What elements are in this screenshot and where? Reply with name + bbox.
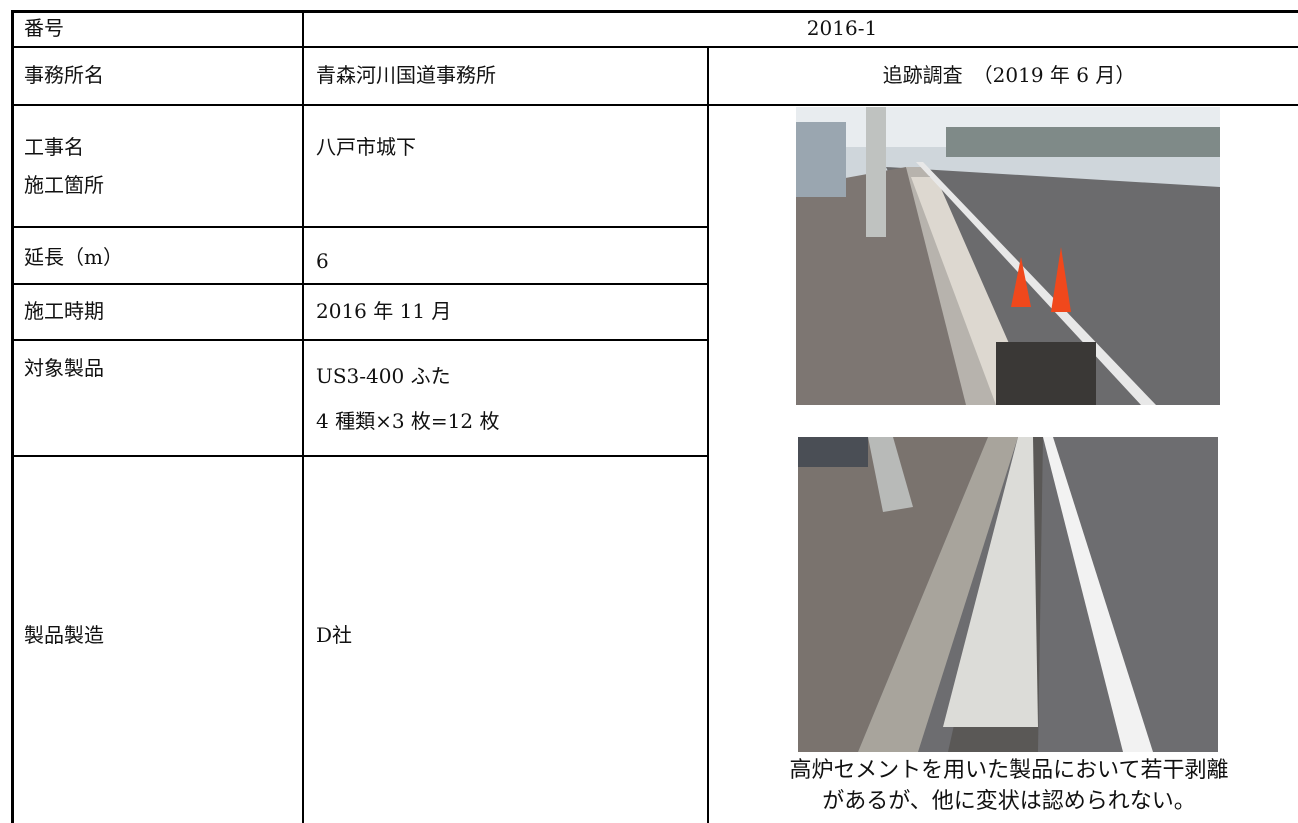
caption: 高炉セメントを用いた製品において若干剥離 <box>789 758 1229 783</box>
border <box>11 226 708 228</box>
label: 事務所名 <box>24 63 104 87</box>
border <box>11 339 708 341</box>
border <box>11 10 14 823</box>
value: US3-400 ふた <box>316 364 451 388</box>
value: 4 種類×3 枚=12 枚 <box>316 409 500 433</box>
photo <box>796 107 1220 405</box>
caption: があるが、他に変状は認められない。 <box>822 789 1196 814</box>
border <box>11 46 1298 48</box>
label: 施工時期 <box>24 299 104 323</box>
border <box>11 455 708 457</box>
label: 施工箇所 <box>24 173 104 197</box>
photo <box>798 437 1218 752</box>
value: 2016 年 11 月 <box>316 299 452 323</box>
label: 対象製品 <box>24 356 104 380</box>
label: 番号 <box>24 16 64 40</box>
value: 青森河川国道事務所 <box>316 63 496 87</box>
border <box>11 10 1298 13</box>
label: 延長（m） <box>24 245 123 269</box>
label: 製品製造 <box>24 623 104 647</box>
label: 工事名 <box>24 135 84 159</box>
border <box>707 46 709 823</box>
border <box>11 104 1298 106</box>
survey: 追跡調査 （2019 年 6 月） <box>882 63 1136 87</box>
number: 2016-1 <box>806 16 878 40</box>
value: 八戸市城下 <box>316 135 416 159</box>
border <box>302 10 304 823</box>
value: D社 <box>316 623 353 647</box>
border <box>11 283 708 285</box>
value: 6 <box>316 249 329 273</box>
